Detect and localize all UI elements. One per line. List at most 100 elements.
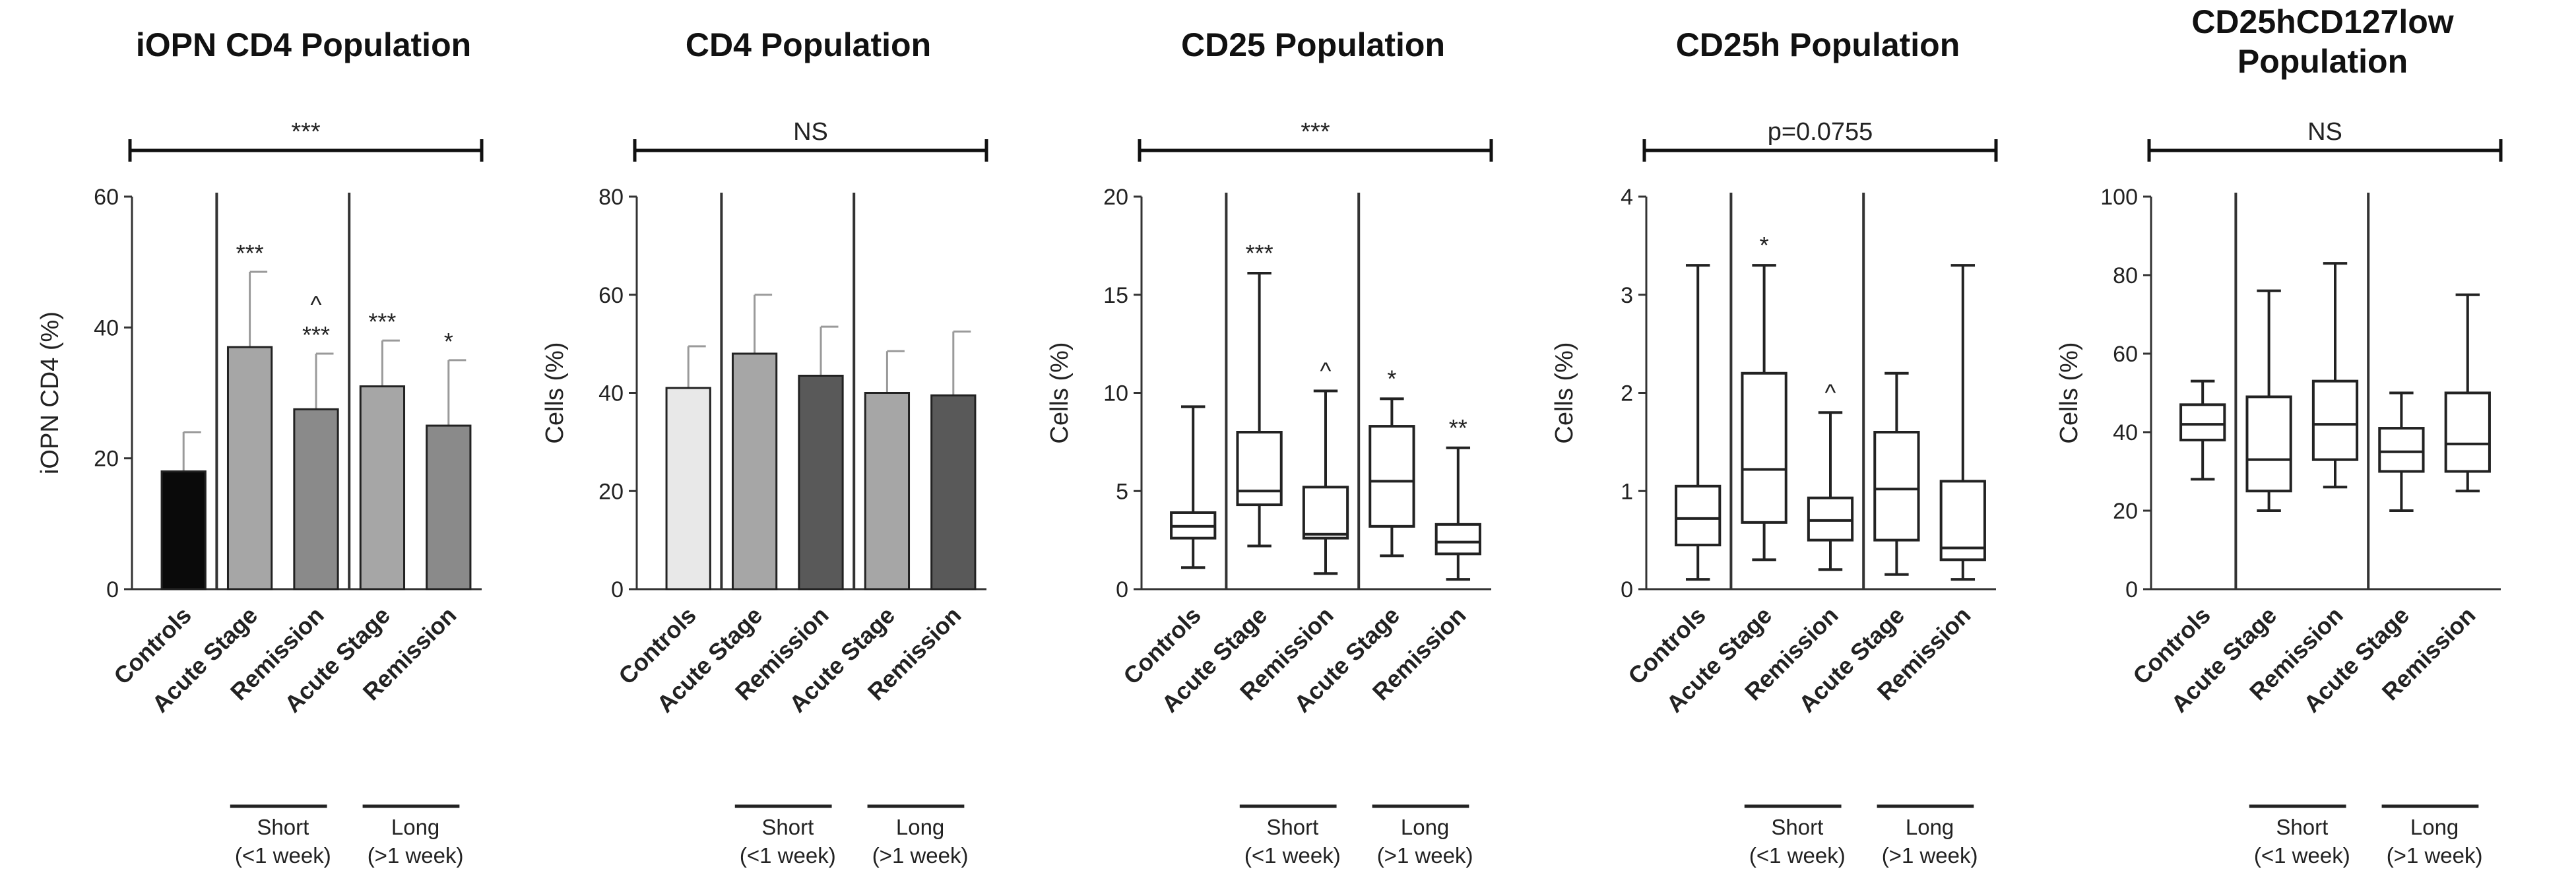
- box-annotation: *: [1387, 365, 1396, 392]
- box: [1302, 486, 1349, 540]
- y-tick-label: 0: [2125, 577, 2138, 602]
- box: [1236, 431, 1283, 507]
- group-label-sub: (<1 week): [235, 843, 331, 868]
- bar-annotation: *: [444, 328, 453, 355]
- group-label: Short: [761, 815, 814, 839]
- group-label: Short: [257, 815, 309, 839]
- y-tick-label: 60: [598, 283, 624, 308]
- y-axis-label: Cells (%): [2055, 342, 2083, 443]
- y-tick-label: 1: [1621, 479, 1633, 504]
- group-label-sub: (>1 week): [368, 843, 464, 868]
- bar-annotation: ^ ***: [302, 291, 330, 348]
- group-label-sub: (>1 week): [872, 843, 969, 868]
- box: [1873, 431, 1920, 542]
- overall-significance: ***: [291, 118, 321, 146]
- group-label-sub: (>1 week): [1377, 843, 1473, 868]
- box: [1368, 425, 1415, 528]
- bar: [160, 470, 207, 591]
- group-label: Long: [391, 815, 439, 839]
- y-axis-label: Cells (%): [541, 342, 569, 443]
- bar: [665, 387, 711, 591]
- box: [1741, 371, 1787, 524]
- overall-significance: NS: [2307, 118, 2342, 146]
- bar-annotation: ***: [236, 239, 264, 267]
- box: [2311, 379, 2359, 461]
- chart-title: CD4 Population: [686, 26, 931, 63]
- group-label: Long: [1906, 815, 1954, 839]
- y-tick-label: 2: [1621, 381, 1633, 406]
- y-tick-label: 100: [2100, 185, 2138, 210]
- bar-annotation-line: ***: [368, 308, 396, 335]
- bar-annotation-line: ***: [302, 321, 330, 348]
- box-annotation: *: [1760, 232, 1769, 259]
- y-tick-label: 80: [598, 185, 624, 210]
- bar: [731, 352, 778, 591]
- group-label: Short: [1266, 815, 1318, 839]
- overall-significance: p=0.0755: [1768, 118, 1873, 146]
- box-annotation: ^: [1825, 379, 1836, 406]
- group-label-sub: (<1 week): [1244, 843, 1341, 868]
- bar: [798, 374, 844, 591]
- chart-title-line: iOPN CD4 Population: [136, 26, 471, 63]
- y-tick-label: 10: [1103, 381, 1128, 406]
- bar: [426, 424, 472, 591]
- overall-significance: ***: [1301, 118, 1330, 146]
- group-label: Short: [2276, 815, 2328, 839]
- chart-title: iOPN CD4 Population: [136, 26, 471, 63]
- y-tick-label: 4: [1621, 185, 1633, 210]
- bar: [864, 392, 911, 591]
- y-tick-label: 60: [2113, 342, 2138, 367]
- y-tick-label: 0: [611, 577, 624, 602]
- y-tick-label: 20: [598, 479, 624, 504]
- group-label-sub: (>1 week): [2387, 843, 2483, 868]
- chart-title-line: CD25 Population: [1181, 26, 1445, 63]
- y-tick-label: 20: [94, 447, 119, 472]
- y-axis-label: Cells (%): [1046, 342, 1074, 443]
- y-tick-label: 0: [1116, 577, 1128, 602]
- chart-title-line: Population: [2238, 43, 2408, 80]
- panel-1: iOPN CD4 Population *** 0 20 40 60 iOPN CD4 (%…: [36, 26, 484, 868]
- y-tick-label: 40: [94, 315, 119, 340]
- bar-annotation-line: ^: [311, 291, 322, 318]
- group-label: Long: [1401, 815, 1449, 839]
- box: [2444, 391, 2491, 473]
- bar: [359, 385, 406, 591]
- chart-title: CD25hCD127low Population: [2191, 3, 2453, 80]
- box-annotation: ^: [1320, 358, 1332, 385]
- panel-4: CD25h Population p=0.0755 0 1 2 3 4 Cells (%) * ^…: [1551, 26, 1998, 868]
- box-annotation: **: [1449, 414, 1467, 441]
- chart-title-line: CD25h Population: [1676, 26, 1960, 63]
- box: [2179, 403, 2226, 441]
- group-label: Long: [896, 815, 944, 839]
- y-axis-label: iOPN CD4 (%): [36, 311, 64, 474]
- box: [2378, 427, 2425, 473]
- y-tick-label: 3: [1621, 283, 1633, 308]
- bar: [226, 346, 273, 591]
- y-tick-label: 40: [598, 381, 624, 406]
- group-label-sub: (<1 week): [740, 843, 836, 868]
- bar-annotation-line: *: [444, 328, 453, 355]
- y-tick-label: 80: [2113, 263, 2138, 288]
- group-label-sub: (>1 week): [1882, 843, 1978, 868]
- y-tick-label: 20: [1103, 185, 1128, 210]
- chart-title-line: CD25hCD127low: [2191, 3, 2453, 40]
- y-tick-label: 40: [2113, 420, 2138, 445]
- panel-5: CD25hCD127low Population NS 0 20 40 60 80 100 Cel…: [2055, 3, 2503, 868]
- box-annotation: ***: [1246, 239, 1273, 267]
- box: [2245, 395, 2292, 493]
- y-tick-label: 0: [106, 577, 119, 602]
- overall-significance: NS: [793, 118, 828, 146]
- box: [1807, 496, 1854, 542]
- y-tick-label: 60: [94, 185, 119, 210]
- bar: [293, 408, 339, 591]
- bar: [930, 394, 977, 591]
- group-label: Short: [1771, 815, 1823, 839]
- group-label-sub: (<1 week): [2254, 843, 2350, 868]
- box: [1675, 484, 1722, 547]
- y-tick-label: 5: [1116, 479, 1128, 504]
- y-tick-label: 0: [1621, 577, 1633, 602]
- group-label: Long: [2410, 815, 2459, 839]
- box: [1434, 523, 1481, 556]
- y-axis-label: Cells (%): [1551, 342, 1578, 443]
